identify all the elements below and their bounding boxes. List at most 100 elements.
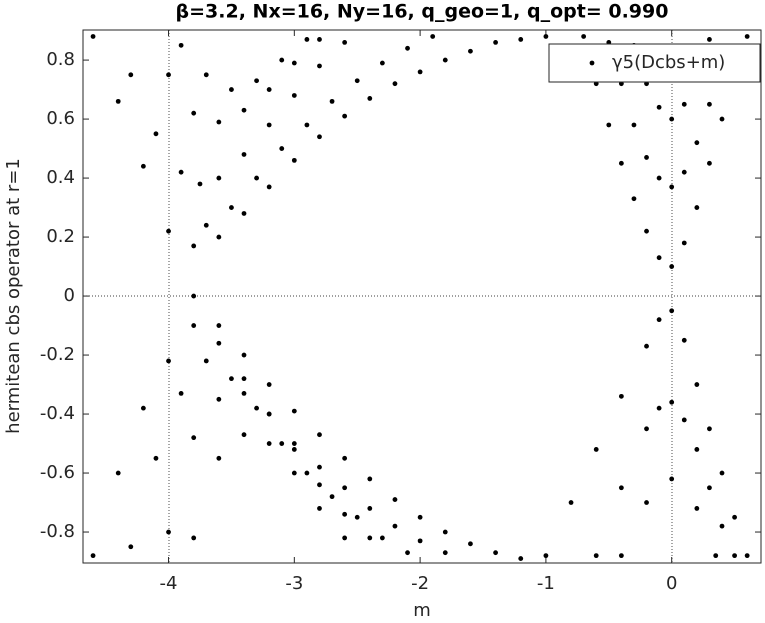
- point: [279, 441, 285, 446]
- point: [694, 506, 700, 511]
- point: [166, 358, 171, 364]
- point: [342, 535, 348, 541]
- point: [178, 169, 184, 175]
- point: [216, 234, 222, 240]
- point: [713, 553, 719, 559]
- point: [468, 48, 473, 54]
- point: [216, 119, 222, 125]
- point: [656, 104, 662, 110]
- point: [707, 37, 712, 42]
- point: [543, 553, 549, 559]
- y-tick-label: -0.2: [40, 344, 75, 365]
- point: [128, 544, 134, 550]
- point: [266, 184, 272, 190]
- legend-label: γ5(Dcbs+m): [612, 52, 725, 73]
- point: [669, 264, 675, 269]
- point: [342, 511, 348, 517]
- y-tick-label: 0.6: [46, 108, 75, 129]
- point: [719, 523, 725, 529]
- point: [367, 96, 373, 101]
- point: [744, 553, 750, 559]
- point: [291, 447, 297, 452]
- y-tick-label: 0: [64, 285, 75, 306]
- point: [442, 57, 448, 63]
- point: [216, 340, 222, 346]
- point: [291, 470, 297, 476]
- point: [707, 160, 712, 166]
- point: [304, 37, 310, 42]
- point: [166, 72, 171, 78]
- y-tick-label: -0.4: [40, 403, 75, 424]
- point: [694, 140, 700, 146]
- point: [354, 514, 360, 520]
- point: [241, 152, 247, 157]
- point: [317, 432, 322, 438]
- point: [379, 535, 385, 541]
- point: [379, 60, 385, 66]
- point: [468, 541, 473, 547]
- point: [203, 358, 209, 364]
- point: [644, 228, 649, 234]
- point: [681, 240, 687, 246]
- point: [291, 157, 297, 163]
- x-axis-label: m: [413, 600, 431, 621]
- point: [656, 405, 662, 411]
- point: [707, 101, 712, 107]
- legend-marker: [589, 60, 595, 66]
- point: [707, 485, 712, 491]
- point: [128, 72, 134, 78]
- point: [115, 470, 121, 476]
- point: [291, 441, 297, 446]
- y-tick-label: -0.6: [40, 462, 75, 483]
- point: [329, 98, 335, 104]
- point: [317, 506, 322, 511]
- x-tick-label: -4: [160, 573, 178, 594]
- y-tick-label: 0.4: [46, 167, 75, 188]
- point: [178, 42, 184, 48]
- point: [669, 116, 675, 122]
- point: [266, 87, 272, 92]
- point: [442, 550, 448, 556]
- x-tick-label: 0: [666, 573, 677, 594]
- point: [644, 426, 649, 432]
- point: [593, 553, 599, 559]
- point: [719, 116, 725, 122]
- point: [317, 37, 322, 42]
- x-tick-label: -3: [285, 573, 303, 594]
- point: [216, 396, 222, 402]
- legend: [548, 43, 761, 83]
- point: [115, 98, 121, 104]
- point: [254, 405, 259, 411]
- point: [581, 34, 587, 39]
- point: [166, 228, 171, 234]
- point: [644, 155, 649, 160]
- point: [518, 37, 524, 42]
- point: [405, 45, 410, 51]
- point: [405, 550, 410, 556]
- point: [681, 101, 687, 107]
- point: [656, 175, 662, 181]
- y-tick-label: -0.8: [40, 521, 75, 542]
- point: [417, 538, 423, 544]
- point: [367, 476, 373, 482]
- point: [317, 464, 322, 470]
- point: [367, 535, 373, 541]
- x-tick-label: -2: [411, 573, 429, 594]
- point: [266, 411, 272, 417]
- point: [669, 308, 675, 314]
- point: [216, 175, 222, 181]
- point: [669, 184, 675, 190]
- x-tick-label: -1: [537, 573, 555, 594]
- point: [342, 485, 348, 491]
- point: [732, 514, 737, 520]
- point: [241, 432, 247, 438]
- point: [656, 317, 662, 323]
- point: [191, 293, 197, 299]
- y-axis-label: hermitean cbs operator at r=1: [3, 158, 24, 434]
- point: [203, 222, 209, 228]
- point: [694, 447, 700, 452]
- point: [90, 34, 96, 39]
